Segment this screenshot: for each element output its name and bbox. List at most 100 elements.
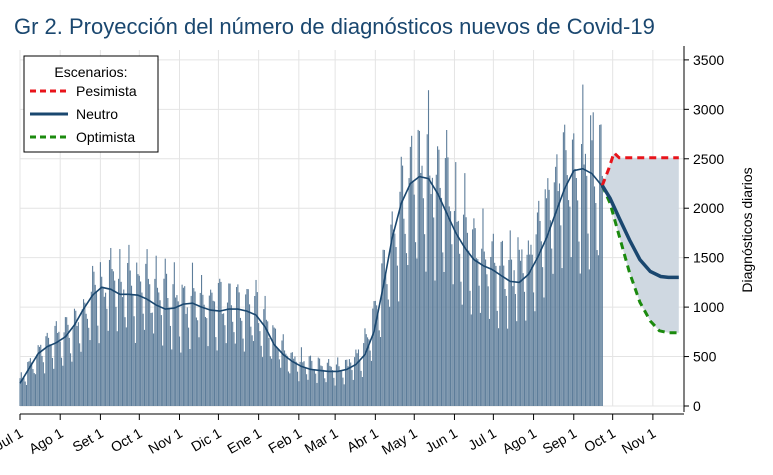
bar	[407, 265, 409, 406]
bar	[507, 328, 509, 406]
bar	[517, 237, 519, 406]
bar	[237, 284, 239, 406]
bar	[213, 301, 216, 406]
bar	[189, 349, 191, 406]
bar	[418, 130, 420, 406]
bar	[128, 244, 130, 406]
bar	[37, 345, 39, 406]
bar	[391, 211, 393, 406]
x-tick-label: Set 1	[70, 425, 106, 455]
bar	[171, 349, 173, 406]
bar	[363, 343, 365, 406]
bar	[60, 357, 63, 406]
bar	[281, 340, 283, 406]
bar	[290, 352, 292, 406]
bar	[433, 217, 435, 406]
bar	[36, 354, 38, 406]
bar	[219, 278, 221, 406]
bar	[473, 218, 475, 406]
bar	[249, 304, 251, 406]
bar	[233, 332, 235, 406]
bar	[558, 183, 561, 406]
bar	[499, 265, 501, 406]
bar	[527, 240, 529, 406]
bar	[38, 346, 40, 406]
legend: Escenarios: Pesimista Neutro Optimista	[23, 55, 159, 153]
bar	[425, 271, 427, 406]
bar	[389, 306, 391, 406]
bar	[341, 371, 343, 406]
bar	[477, 259, 479, 406]
bar	[267, 321, 269, 406]
bar	[199, 292, 201, 406]
bar	[147, 278, 149, 406]
bar	[333, 377, 335, 406]
bar	[162, 345, 164, 406]
bar	[434, 280, 436, 406]
bar	[188, 327, 190, 406]
neutro-line	[600, 184, 679, 280]
bar	[105, 292, 107, 406]
bar	[286, 355, 288, 406]
bar	[156, 287, 159, 406]
bar	[124, 317, 126, 406]
bar	[150, 312, 152, 406]
bar	[180, 352, 182, 406]
bar	[452, 284, 454, 406]
bar	[521, 249, 523, 406]
bar	[33, 373, 35, 406]
bar	[153, 333, 155, 406]
bar	[570, 257, 572, 406]
bar	[278, 359, 280, 406]
bar	[195, 317, 197, 406]
bar	[370, 360, 372, 406]
bar	[505, 295, 507, 406]
bar	[347, 366, 349, 406]
x-tick-label: Nov 1	[145, 425, 185, 457]
bar	[462, 214, 465, 406]
bar	[232, 321, 234, 406]
bar	[130, 285, 133, 406]
bar	[140, 281, 142, 406]
bar	[64, 317, 66, 406]
bar	[230, 305, 232, 406]
y-tick-label: 500	[693, 349, 717, 365]
bar	[178, 336, 181, 406]
bar	[211, 292, 213, 406]
bar	[322, 369, 325, 406]
bar	[185, 313, 187, 406]
bar	[85, 313, 87, 406]
neutral-trend-line	[19, 167, 603, 384]
bar	[334, 385, 336, 406]
bar	[339, 371, 341, 406]
bar	[62, 365, 64, 406]
bar	[442, 252, 444, 406]
bar	[291, 352, 293, 406]
bar	[512, 286, 514, 406]
bar	[490, 256, 492, 406]
bar	[193, 288, 195, 406]
bar	[190, 295, 192, 406]
bar	[241, 320, 243, 406]
bar	[584, 153, 586, 406]
bar	[596, 250, 598, 406]
bar	[540, 241, 542, 406]
bar	[307, 379, 309, 406]
legend-label: Neutro	[76, 106, 118, 122]
bar	[583, 164, 585, 406]
bar	[503, 265, 505, 406]
y-tick-label: 3500	[693, 52, 724, 68]
bar	[20, 372, 22, 406]
bar	[27, 362, 29, 406]
bar	[247, 289, 249, 406]
bar	[577, 200, 579, 406]
bar	[361, 377, 363, 406]
bar	[468, 250, 470, 406]
bar	[352, 379, 354, 406]
bar	[390, 224, 392, 406]
bar	[220, 281, 222, 406]
bar	[381, 263, 383, 406]
bar	[440, 197, 443, 406]
bar	[261, 357, 264, 406]
bar	[469, 290, 471, 406]
